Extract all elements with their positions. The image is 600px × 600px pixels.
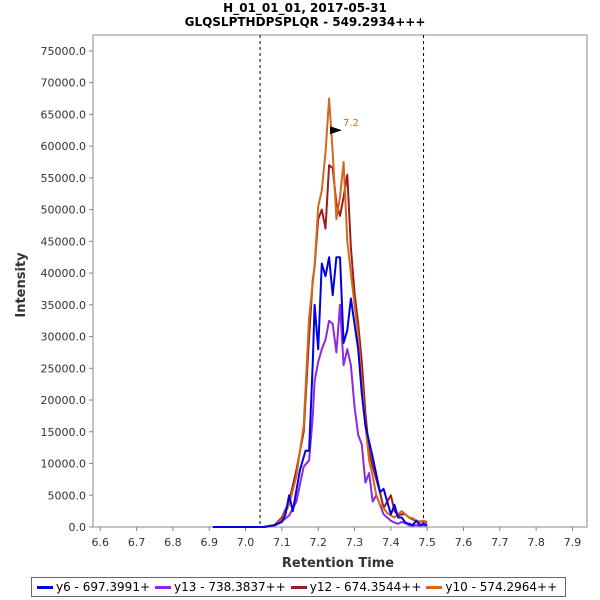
legend-label: y12 - 674.3544++ bbox=[309, 580, 422, 594]
y-tick-label: 30000.0 bbox=[41, 331, 87, 344]
y-axis-title: Intensity bbox=[14, 252, 29, 318]
x-tick-label: 7.9 bbox=[564, 536, 582, 549]
x-tick-label: 7.5 bbox=[418, 536, 436, 549]
y-tick-label: 40000.0 bbox=[41, 267, 87, 280]
x-tick-label: 6.9 bbox=[200, 536, 218, 549]
legend-swatch bbox=[155, 585, 172, 589]
legend-item: y13 - 738.3837++ bbox=[155, 580, 286, 594]
x-tick-label: 7.3 bbox=[346, 536, 364, 549]
legend: y6 - 697.3991+ y13 - 738.3837++ y12 - 67… bbox=[31, 577, 566, 597]
x-tick-label: 7.7 bbox=[491, 536, 509, 549]
x-tick-label: 6.8 bbox=[164, 536, 182, 549]
legend-label: y6 - 697.3991+ bbox=[56, 580, 151, 594]
x-tick-label: 7.0 bbox=[237, 536, 255, 549]
y-tick-label: 0.0 bbox=[69, 521, 87, 534]
x-tick-label: 7.4 bbox=[382, 536, 400, 549]
legend-swatch bbox=[290, 585, 307, 589]
peak-marker-icon bbox=[330, 126, 342, 135]
y-tick-label: 25000.0 bbox=[41, 362, 87, 375]
x-tick-label: 6.6 bbox=[92, 536, 110, 549]
legend-swatch bbox=[426, 585, 443, 589]
y-tick-label: 10000.0 bbox=[41, 458, 87, 471]
y-tick-label: 5000.0 bbox=[48, 489, 87, 502]
legend-swatch bbox=[37, 585, 53, 589]
legend-label: y10 - 574.2964++ bbox=[445, 580, 558, 594]
legend-item: y12 - 674.3544++ bbox=[290, 580, 422, 594]
series-line-y10 bbox=[212, 97, 428, 528]
x-tick-label: 6.7 bbox=[128, 536, 146, 549]
y-tick-label: 55000.0 bbox=[41, 172, 87, 185]
x-tick-label: 7.1 bbox=[273, 536, 291, 549]
y-tick-label: 75000.0 bbox=[41, 45, 87, 58]
peak-annotation-label: 7.2 bbox=[343, 118, 359, 129]
y-tick-label: 35000.0 bbox=[41, 299, 87, 312]
y-tick-label: 60000.0 bbox=[41, 140, 87, 153]
y-tick-label: 45000.0 bbox=[41, 235, 87, 248]
y-tick-label: 50000.0 bbox=[41, 204, 87, 217]
legend-item: y6 - 697.3991+ bbox=[37, 580, 150, 594]
y-tick-label: 20000.0 bbox=[41, 394, 87, 407]
series-line-y13 bbox=[212, 303, 428, 528]
y-tick-label: 15000.0 bbox=[41, 426, 87, 439]
x-axis-title: Retention Time bbox=[282, 556, 394, 571]
series-line-y6 bbox=[212, 256, 428, 528]
x-tick-label: 7.2 bbox=[309, 536, 327, 549]
legend-item: y10 - 574.2964++ bbox=[426, 580, 557, 594]
x-tick-label: 7.8 bbox=[527, 536, 545, 549]
legend-label: y13 - 738.3837++ bbox=[174, 580, 286, 594]
y-tick-label: 65000.0 bbox=[41, 108, 87, 121]
x-tick-label: 7.6 bbox=[455, 536, 473, 549]
chart-subtitle: GLQSLPTHDPSPLQR - 549.2934+++ bbox=[185, 15, 426, 29]
y-tick-label: 70000.0 bbox=[41, 77, 87, 90]
chart-title: H_01_01_01, 2017-05-31 bbox=[223, 1, 387, 16]
